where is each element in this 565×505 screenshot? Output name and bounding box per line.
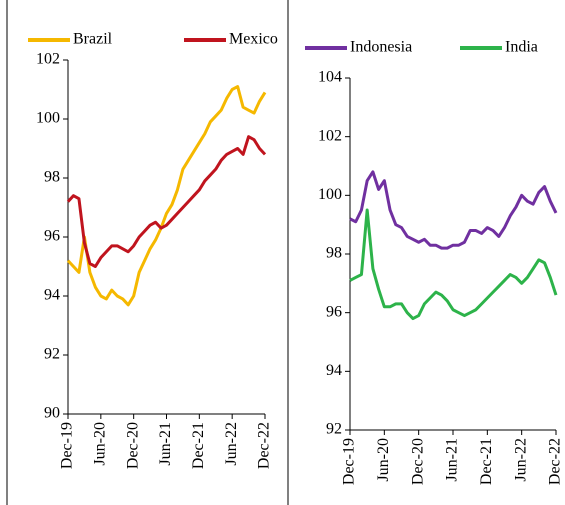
legend-label: Brazil — [73, 31, 113, 48]
y-tick-label: 98 — [326, 245, 342, 262]
y-tick-label: 98 — [44, 169, 60, 186]
y-tick-label: 100 — [318, 186, 342, 203]
y-tick-label: 94 — [44, 287, 60, 304]
x-tick-label: Dec-20 — [409, 438, 426, 485]
x-tick-label: Dec-19 — [341, 438, 358, 485]
x-tick-label: Jun-22 — [223, 422, 240, 466]
y-tick-label: 100 — [36, 110, 60, 127]
x-tick-label: Jun-20 — [375, 438, 392, 482]
x-tick-label: Dec-22 — [256, 422, 273, 469]
y-tick-label: 94 — [326, 362, 342, 379]
x-tick-label: Jun-21 — [157, 422, 174, 466]
x-tick-label: Dec-22 — [547, 438, 564, 485]
y-tick-label: 104 — [318, 69, 342, 86]
x-tick-label: Dec-20 — [124, 422, 141, 469]
line-series — [66, 135, 267, 268]
line-series — [349, 208, 558, 321]
x-tick-label: Dec-21 — [478, 438, 495, 485]
y-tick-label: 102 — [318, 127, 342, 144]
y-tick-label: 102 — [36, 51, 60, 68]
y-tick-label: 92 — [326, 421, 342, 438]
y-tick-label: 92 — [44, 346, 60, 363]
y-tick-label: 96 — [326, 303, 342, 320]
y-tick-label: 96 — [44, 228, 60, 245]
legend-label: Indonesia — [350, 39, 412, 56]
legend-label: Mexico — [229, 31, 278, 48]
x-tick-label: Dec-21 — [190, 422, 207, 469]
legend-label: India — [505, 39, 538, 56]
line-series — [66, 85, 267, 307]
line-series — [349, 170, 558, 250]
x-tick-label: Jun-21 — [444, 438, 461, 482]
x-tick-label: Dec-19 — [59, 422, 76, 469]
x-tick-label: Jun-20 — [92, 422, 109, 466]
x-tick-label: Jun-22 — [512, 438, 529, 482]
y-tick-label: 90 — [44, 405, 60, 422]
